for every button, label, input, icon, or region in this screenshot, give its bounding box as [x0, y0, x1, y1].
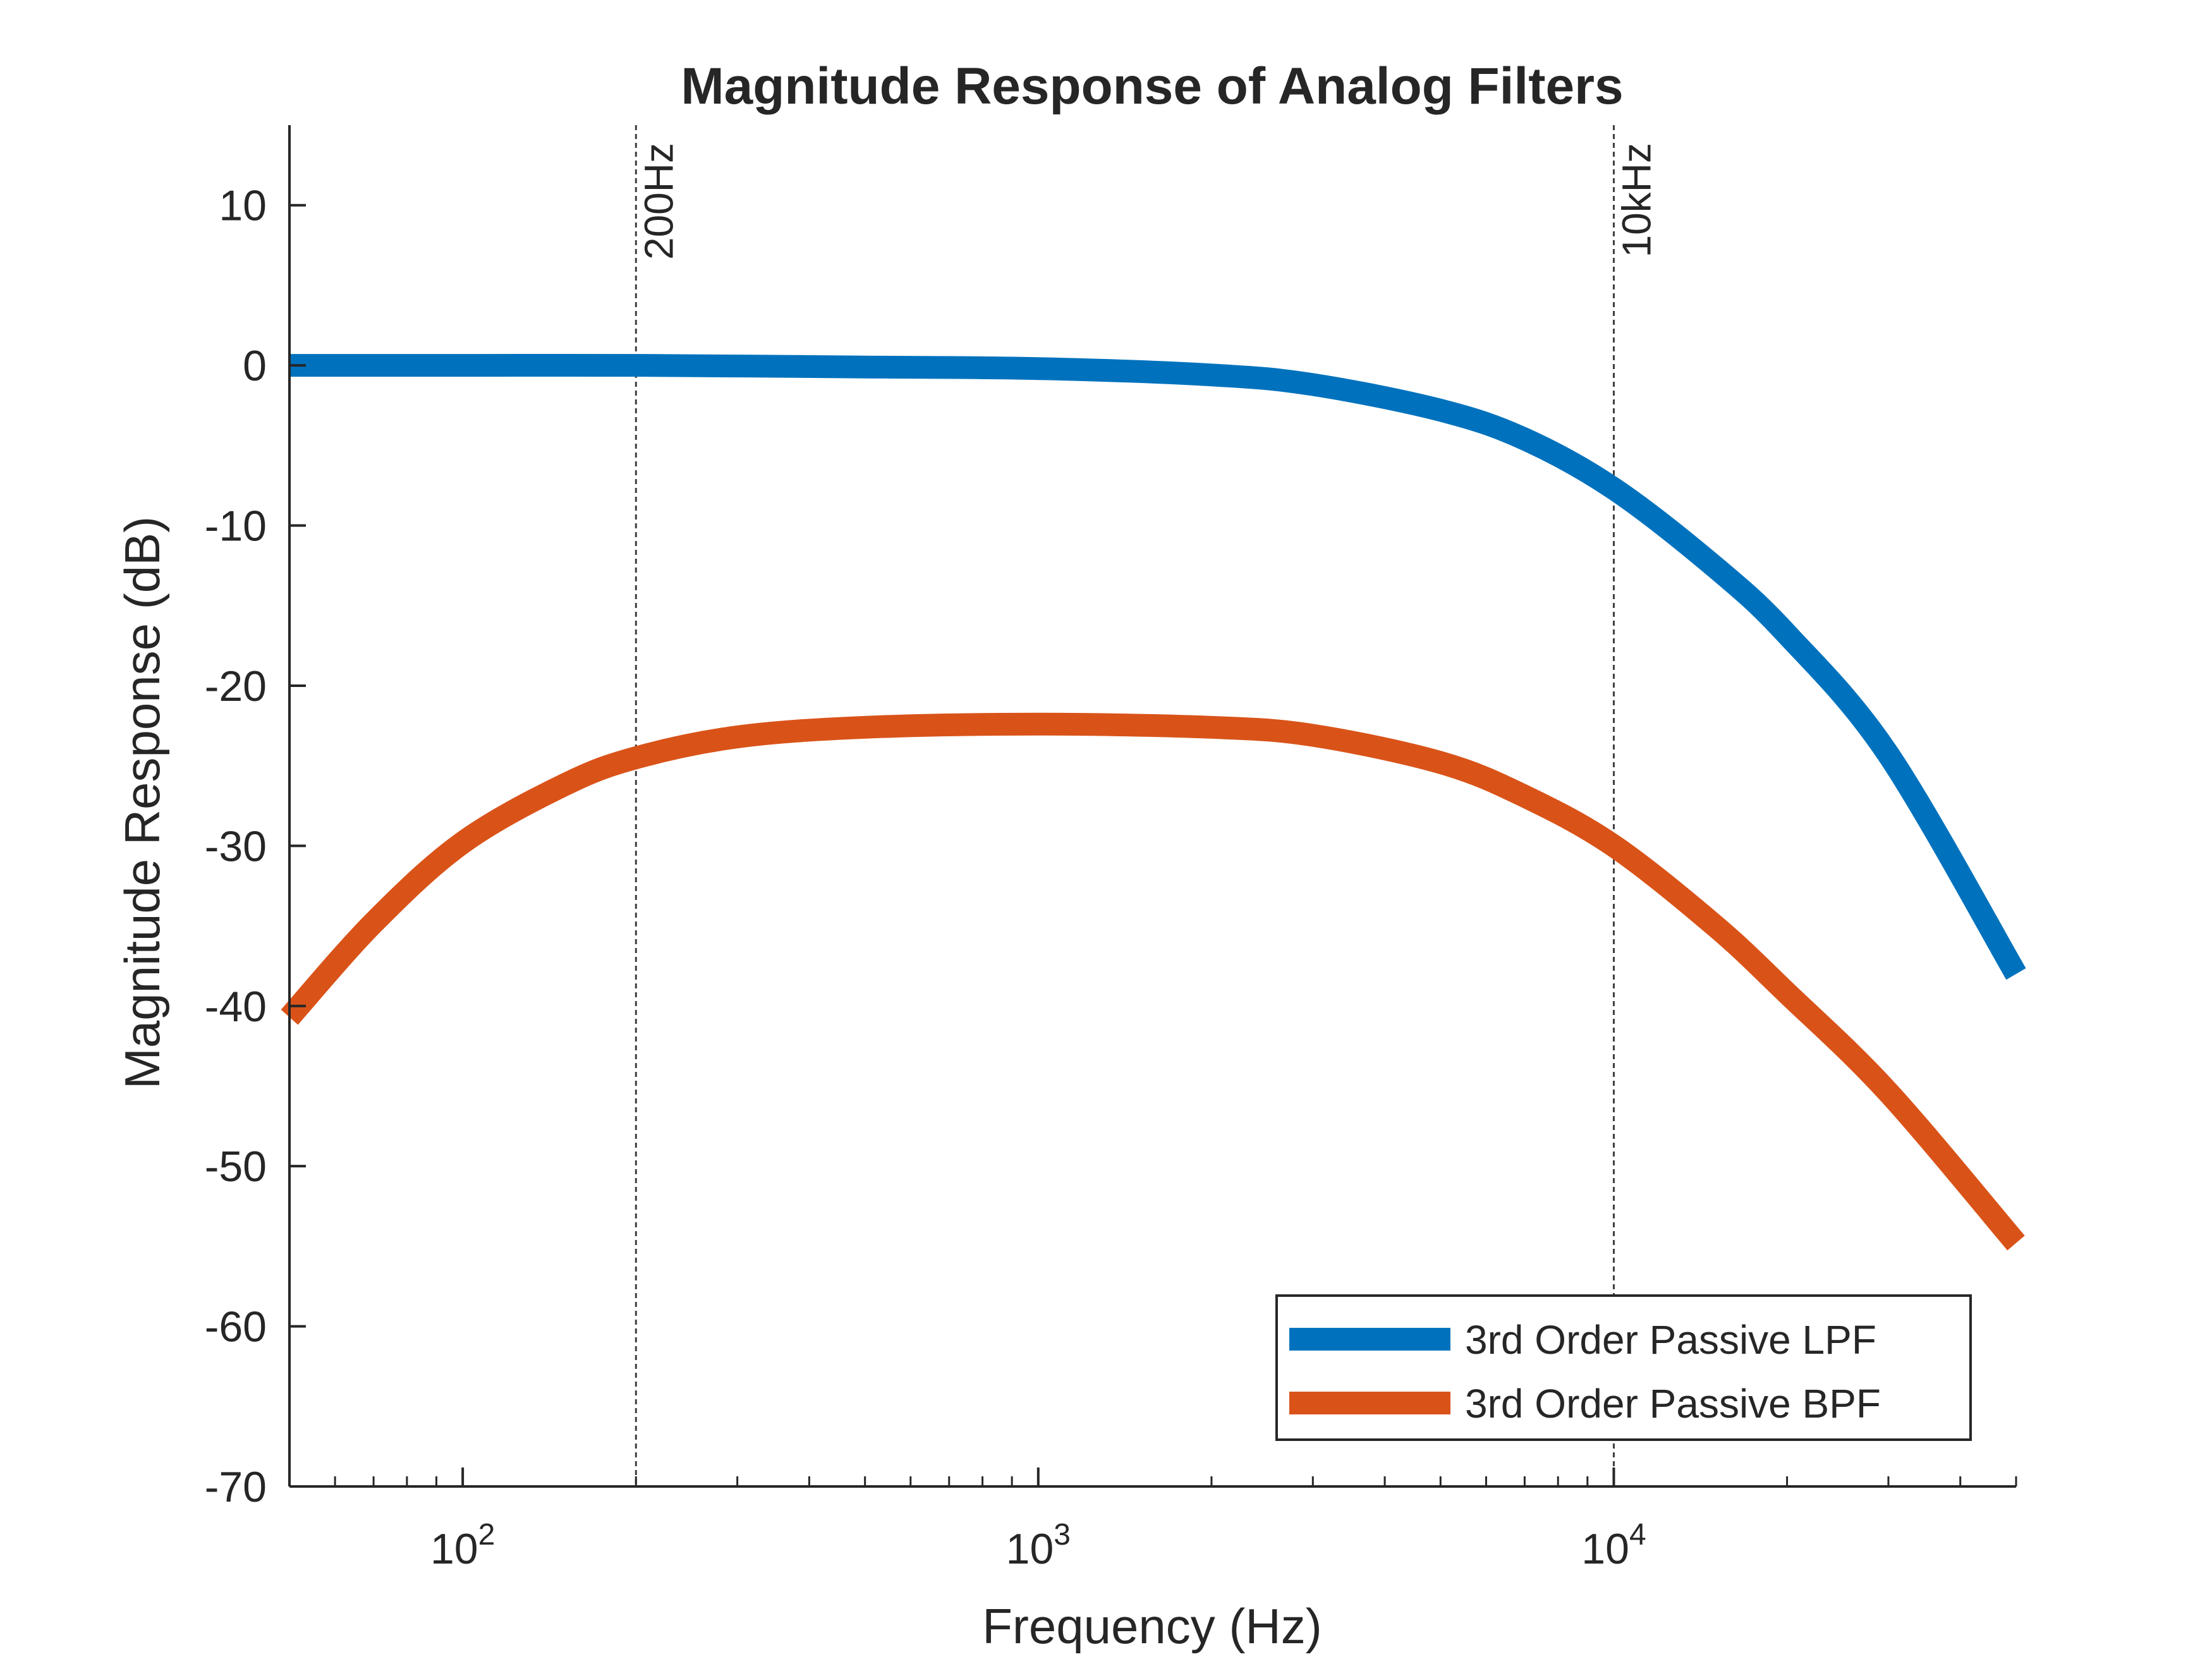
y-tick-label-2: -10	[205, 502, 267, 550]
y-tick-label-8: -70	[205, 1463, 267, 1511]
x-tick-label-2: 104	[1581, 1518, 1646, 1573]
y-axis-label: Magnitude Response (dB)	[114, 516, 170, 1089]
legend: 3rd Order Passive LPF 3rd Order Passive …	[1275, 1294, 1972, 1441]
y-tick-label-1: 0	[243, 342, 267, 390]
series-line-0	[289, 353, 2026, 980]
reference-lines: 200Hz 10kHz	[635, 125, 1659, 1486]
x-axis-label: Frequency (Hz)	[982, 1598, 1322, 1654]
axes: 10 0 -10 -20 -30 -40 -50 -60 -70 102 103 104	[205, 125, 2017, 1573]
x-tick-label-0: 102	[430, 1518, 495, 1573]
y-tick-label-7: -60	[205, 1303, 267, 1351]
series-line-1	[281, 712, 2025, 1251]
y-tick-label-5: -40	[205, 983, 267, 1031]
legend-label-lpf: 3rd Order Passive LPF	[1465, 1317, 1876, 1363]
legend-label-bpf: 3rd Order Passive BPF	[1465, 1381, 1881, 1426]
y-tick-label-4: -30	[205, 822, 267, 870]
series-layer	[281, 353, 2026, 1251]
y-tick-label-3: -20	[205, 662, 267, 710]
y-tick-label-0: 10	[219, 182, 267, 230]
chart-title: Magnitude Response of Analog Filters	[681, 58, 1623, 115]
reference-label-0: 200Hz	[636, 143, 681, 260]
legend-box	[1275, 1294, 1972, 1441]
x-tick-label-1: 103	[1006, 1518, 1071, 1573]
y-tick-label-6: -50	[205, 1143, 267, 1191]
reference-label-1: 10kHz	[1613, 143, 1659, 257]
